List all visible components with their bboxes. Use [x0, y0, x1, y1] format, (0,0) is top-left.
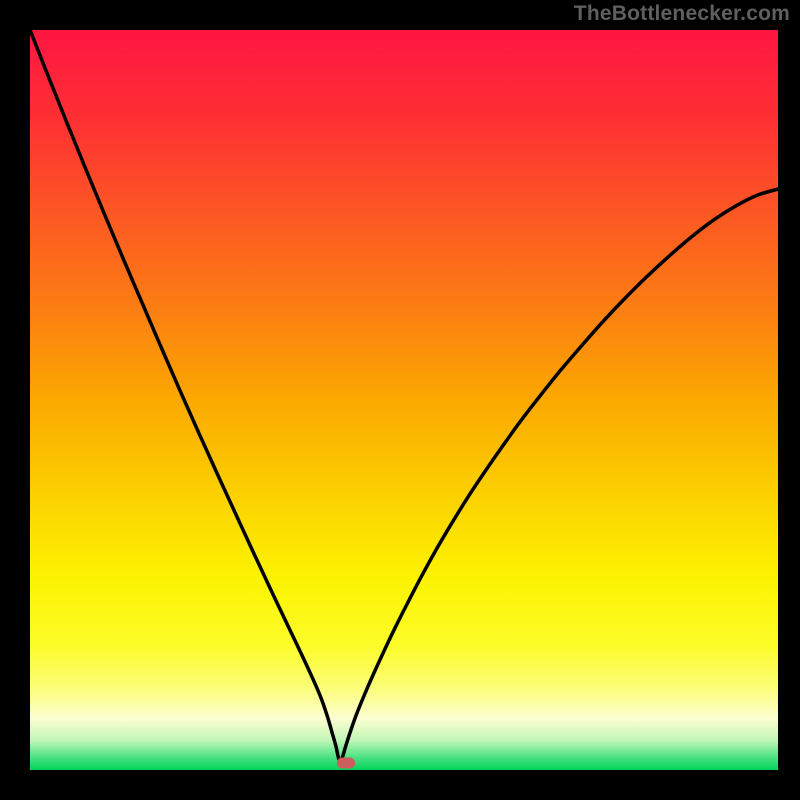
bottleneck-curve	[30, 30, 778, 770]
minimum-marker	[337, 757, 355, 768]
chart-stage: TheBottlenecker.com	[0, 0, 800, 800]
watermark-label: TheBottlenecker.com	[574, 2, 790, 26]
plot-area	[30, 30, 778, 770]
